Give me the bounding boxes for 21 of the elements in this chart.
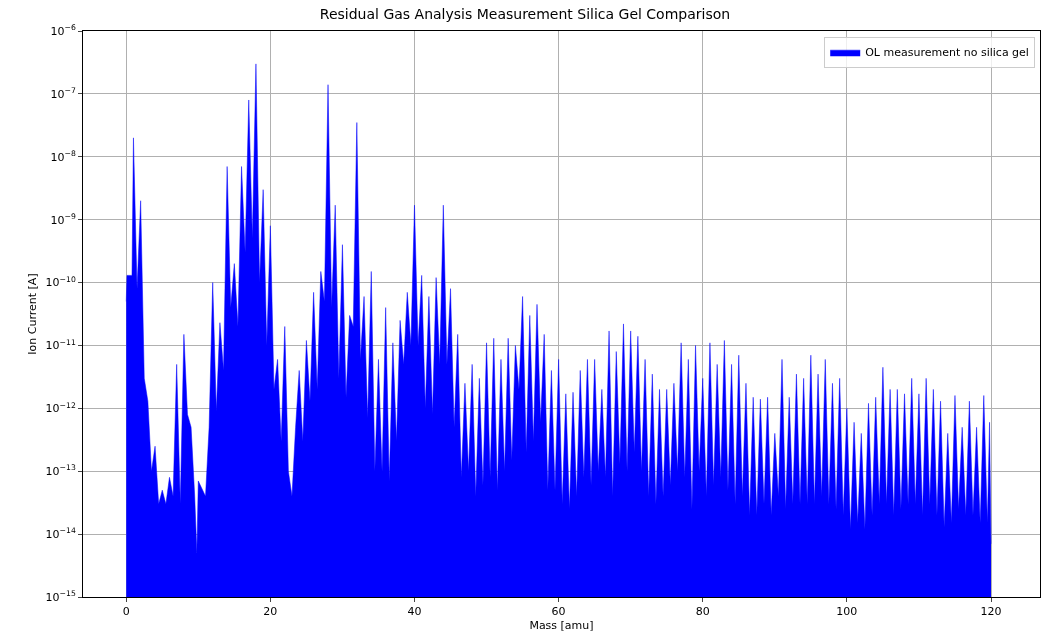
y-tick-label: 10$^{−13}$ xyxy=(45,463,76,479)
y-tick-label: 10$^{−8}$ xyxy=(50,149,76,164)
y-tick-label: 10$^{−7}$ xyxy=(50,86,76,101)
y-tick-label: 10$^{−10}$ xyxy=(45,274,76,290)
x-tick-label: 120 xyxy=(980,605,1002,619)
y-tick-label: 10$^{−14}$ xyxy=(45,526,76,541)
y-axis-title: Ion Current [A] xyxy=(26,273,40,355)
x-tick-label: 100 xyxy=(836,605,858,619)
y-tick-label: 10$^{−9}$ xyxy=(50,211,76,227)
y-tick-label: 10$^{−11}$ xyxy=(45,337,76,353)
x-tick-label: 40 xyxy=(407,605,422,619)
chart-title: Residual Gas Analysis Measurement Silica Gel Comparison xyxy=(319,6,731,23)
x-tick-label: 80 xyxy=(695,605,710,619)
y-tick-label: 10$^{−12}$ xyxy=(45,400,76,416)
x-axis-title: Mass [amu] xyxy=(529,619,594,633)
legend-label: OL measurement no silica gel xyxy=(865,46,1029,60)
x-tick-label: 20 xyxy=(263,605,278,619)
x-tick-label: 60 xyxy=(551,605,566,619)
y-tick-label: 10$^{−15}$ xyxy=(45,589,76,604)
x-tick-label: 0 xyxy=(122,605,130,619)
y-tick-label: 10$^{−6}$ xyxy=(50,23,76,38)
